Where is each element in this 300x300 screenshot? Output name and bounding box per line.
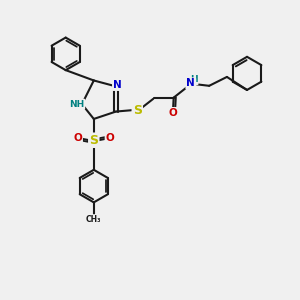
Text: S: S (89, 134, 98, 147)
Text: NH: NH (69, 100, 84, 109)
Text: O: O (106, 133, 114, 143)
Text: N: N (113, 80, 122, 90)
Text: H: H (190, 75, 198, 84)
Text: N: N (187, 78, 195, 88)
Text: S: S (133, 103, 142, 117)
Text: O: O (169, 108, 178, 118)
Text: CH₃: CH₃ (86, 215, 101, 224)
Text: O: O (73, 133, 82, 143)
